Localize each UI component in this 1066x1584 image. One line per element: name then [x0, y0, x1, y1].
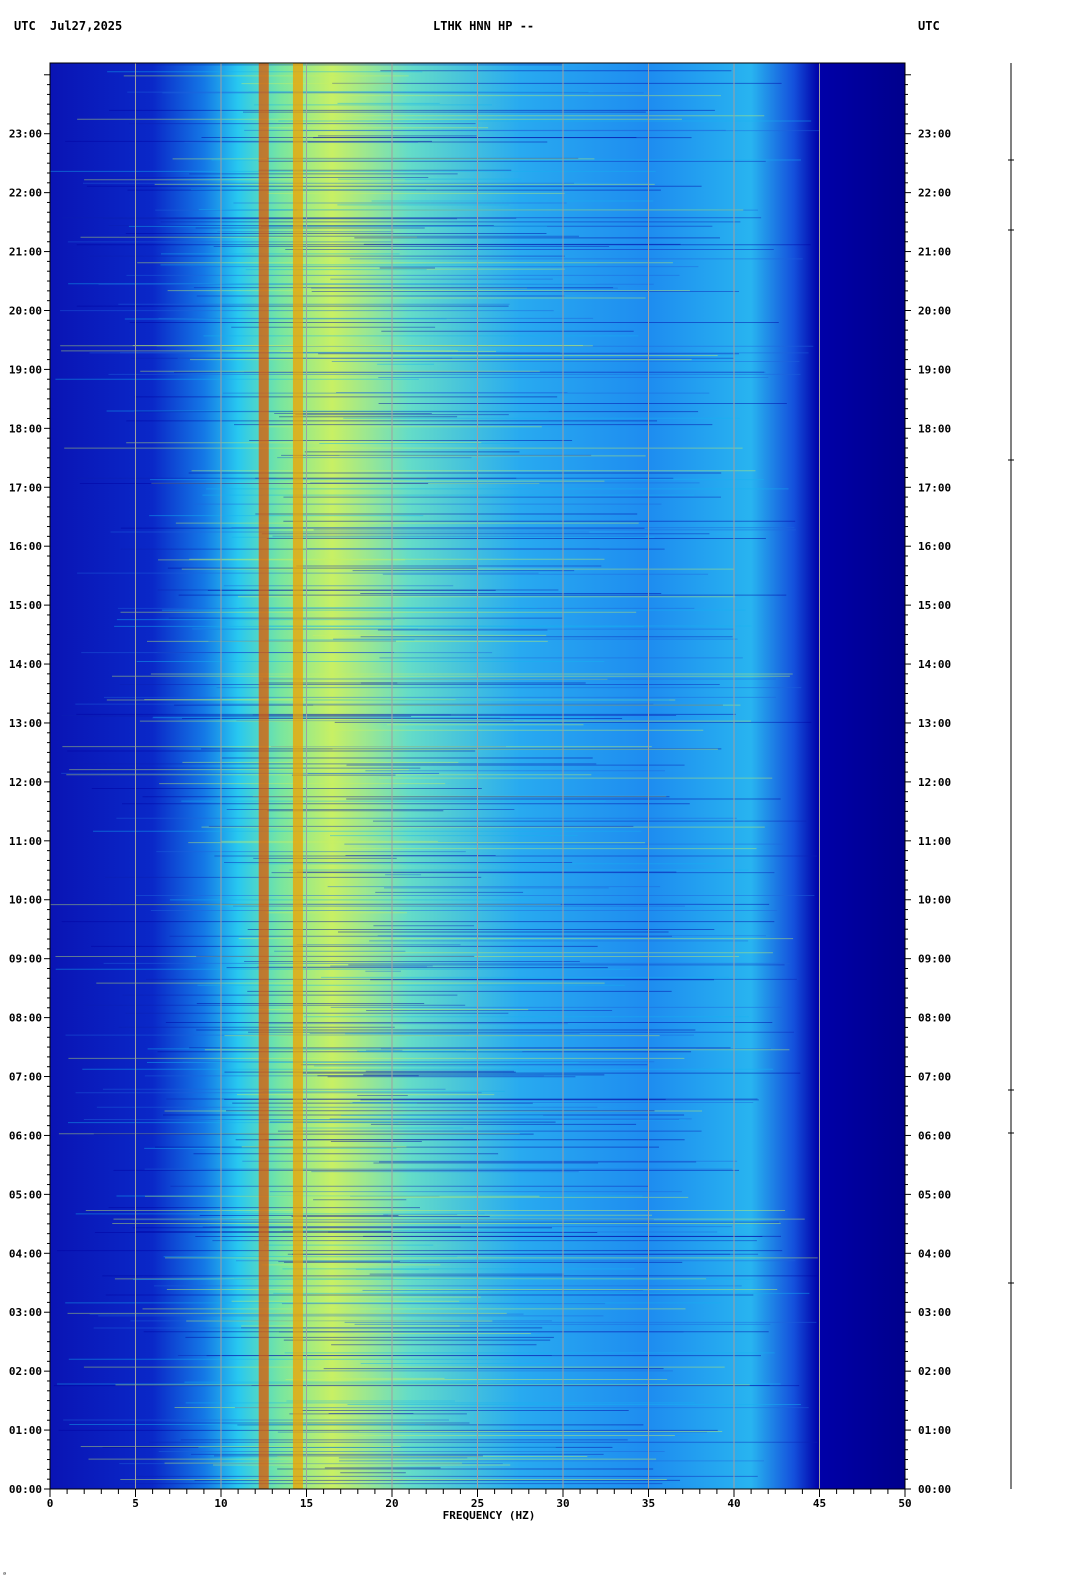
y-label-right-21:00: 21:00	[918, 246, 951, 259]
y-label-left-16:00: 16:00	[9, 540, 42, 553]
x-tick-label-15: 15	[300, 1497, 313, 1510]
y-label-right-15:00: 15:00	[918, 599, 951, 612]
y-label-right-17:00: 17:00	[918, 481, 951, 494]
frequency-gridlines	[135, 63, 820, 1489]
y-label-right-09:00: 09:00	[918, 953, 951, 966]
y-label-right-13:00: 13:00	[918, 717, 951, 730]
y-label-left-21:00: 21:00	[9, 246, 42, 259]
utc-label-left: UTC	[14, 19, 36, 33]
y-label-left-05:00: 05:00	[9, 1188, 42, 1201]
side-scale-bar	[1008, 63, 1014, 1489]
y-label-left-13:00: 13:00	[9, 717, 42, 730]
y-label-left-18:00: 18:00	[9, 422, 42, 435]
y-label-left-15:00: 15:00	[9, 599, 42, 612]
x-axis: 0 5 10 15 20 25 30 35 40 45 50	[47, 1489, 912, 1510]
y-label-right-04:00: 04:00	[918, 1247, 951, 1260]
y-label-left-04:00: 04:00	[9, 1247, 42, 1260]
x-tick-label-25: 25	[471, 1497, 484, 1510]
y-label-right-05:00: 05:00	[918, 1188, 951, 1201]
footer-mark: ᵃ	[2, 1570, 7, 1579]
y-label-left-17:00: 17:00	[9, 481, 42, 494]
y-label-left-19:00: 19:00	[9, 363, 42, 376]
y-label-left-00:00: 00:00	[9, 1483, 42, 1496]
y-label-left-12:00: 12:00	[9, 776, 42, 789]
y-label-right-08:00: 08:00	[918, 1012, 951, 1025]
y-label-right-11:00: 11:00	[918, 835, 951, 848]
y-label-left-08:00: 08:00	[9, 1012, 42, 1025]
y-axis-left: 00:00 01:00 02:00 03:00 04:00 05:00 06:00 07:00…	[9, 74, 50, 1496]
y-label-left-07:00: 07:00	[9, 1071, 42, 1084]
y-label-left-03:00: 03:00	[9, 1306, 42, 1319]
x-tick-label-40: 40	[727, 1497, 740, 1510]
x-tick-label-0: 0	[47, 1497, 54, 1510]
y-label-left-10:00: 10:00	[9, 894, 42, 907]
y-axis-right: 00:00 01:00 02:00 03:00 04:00 05:00 06:00 07:00…	[905, 74, 951, 1496]
y-label-left-01:00: 01:00	[9, 1424, 42, 1437]
y-label-right-02:00: 02:00	[918, 1365, 951, 1378]
y-label-right-00:00: 00:00	[918, 1483, 951, 1496]
x-tick-label-20: 20	[385, 1497, 398, 1510]
y-label-right-18:00: 18:00	[918, 422, 951, 435]
x-tick-label-30: 30	[556, 1497, 569, 1510]
x-axis-title: FREQUENCY (HZ)	[443, 1509, 536, 1522]
spectral-line-1	[258, 63, 269, 1489]
y-label-right-01:00: 01:00	[918, 1424, 951, 1437]
date-label: Jul27,2025	[50, 19, 123, 33]
y-label-left-22:00: 22:00	[9, 187, 42, 200]
y-label-right-03:00: 03:00	[918, 1306, 951, 1319]
y-label-right-20:00: 20:00	[918, 304, 951, 317]
y-label-left-09:00: 09:00	[9, 953, 42, 966]
y-label-right-14:00: 14:00	[918, 658, 951, 671]
x-tick-label-50: 50	[898, 1497, 911, 1510]
x-tick-label-35: 35	[642, 1497, 655, 1510]
y-label-right-12:00: 12:00	[918, 776, 951, 789]
y-label-right-06:00: 06:00	[918, 1129, 951, 1142]
y-label-left-06:00: 06:00	[9, 1129, 42, 1142]
x-tick-label-45: 45	[813, 1497, 826, 1510]
y-label-left-11:00: 11:00	[9, 835, 42, 848]
spectral-line-2	[292, 63, 303, 1489]
y-label-right-19:00: 19:00	[918, 363, 951, 376]
y-label-right-10:00: 10:00	[918, 894, 951, 907]
x-tick-label-5: 5	[132, 1497, 139, 1510]
utc-label-right: UTC	[918, 19, 940, 33]
y-label-left-20:00: 20:00	[9, 304, 42, 317]
y-label-right-23:00: 23:00	[918, 128, 951, 141]
y-label-left-14:00: 14:00	[9, 658, 42, 671]
y-label-left-02:00: 02:00	[9, 1365, 42, 1378]
station-title: LTHK HNN HP --	[433, 19, 535, 33]
noise-streaks	[50, 62, 820, 1485]
spectral-lines	[258, 63, 303, 1489]
x-tick-label-10: 10	[214, 1497, 227, 1510]
y-label-left-23:00: 23:00	[9, 128, 42, 141]
y-label-right-07:00: 07:00	[918, 1071, 951, 1084]
y-label-right-16:00: 16:00	[918, 540, 951, 553]
y-label-right-22:00: 22:00	[918, 187, 951, 200]
